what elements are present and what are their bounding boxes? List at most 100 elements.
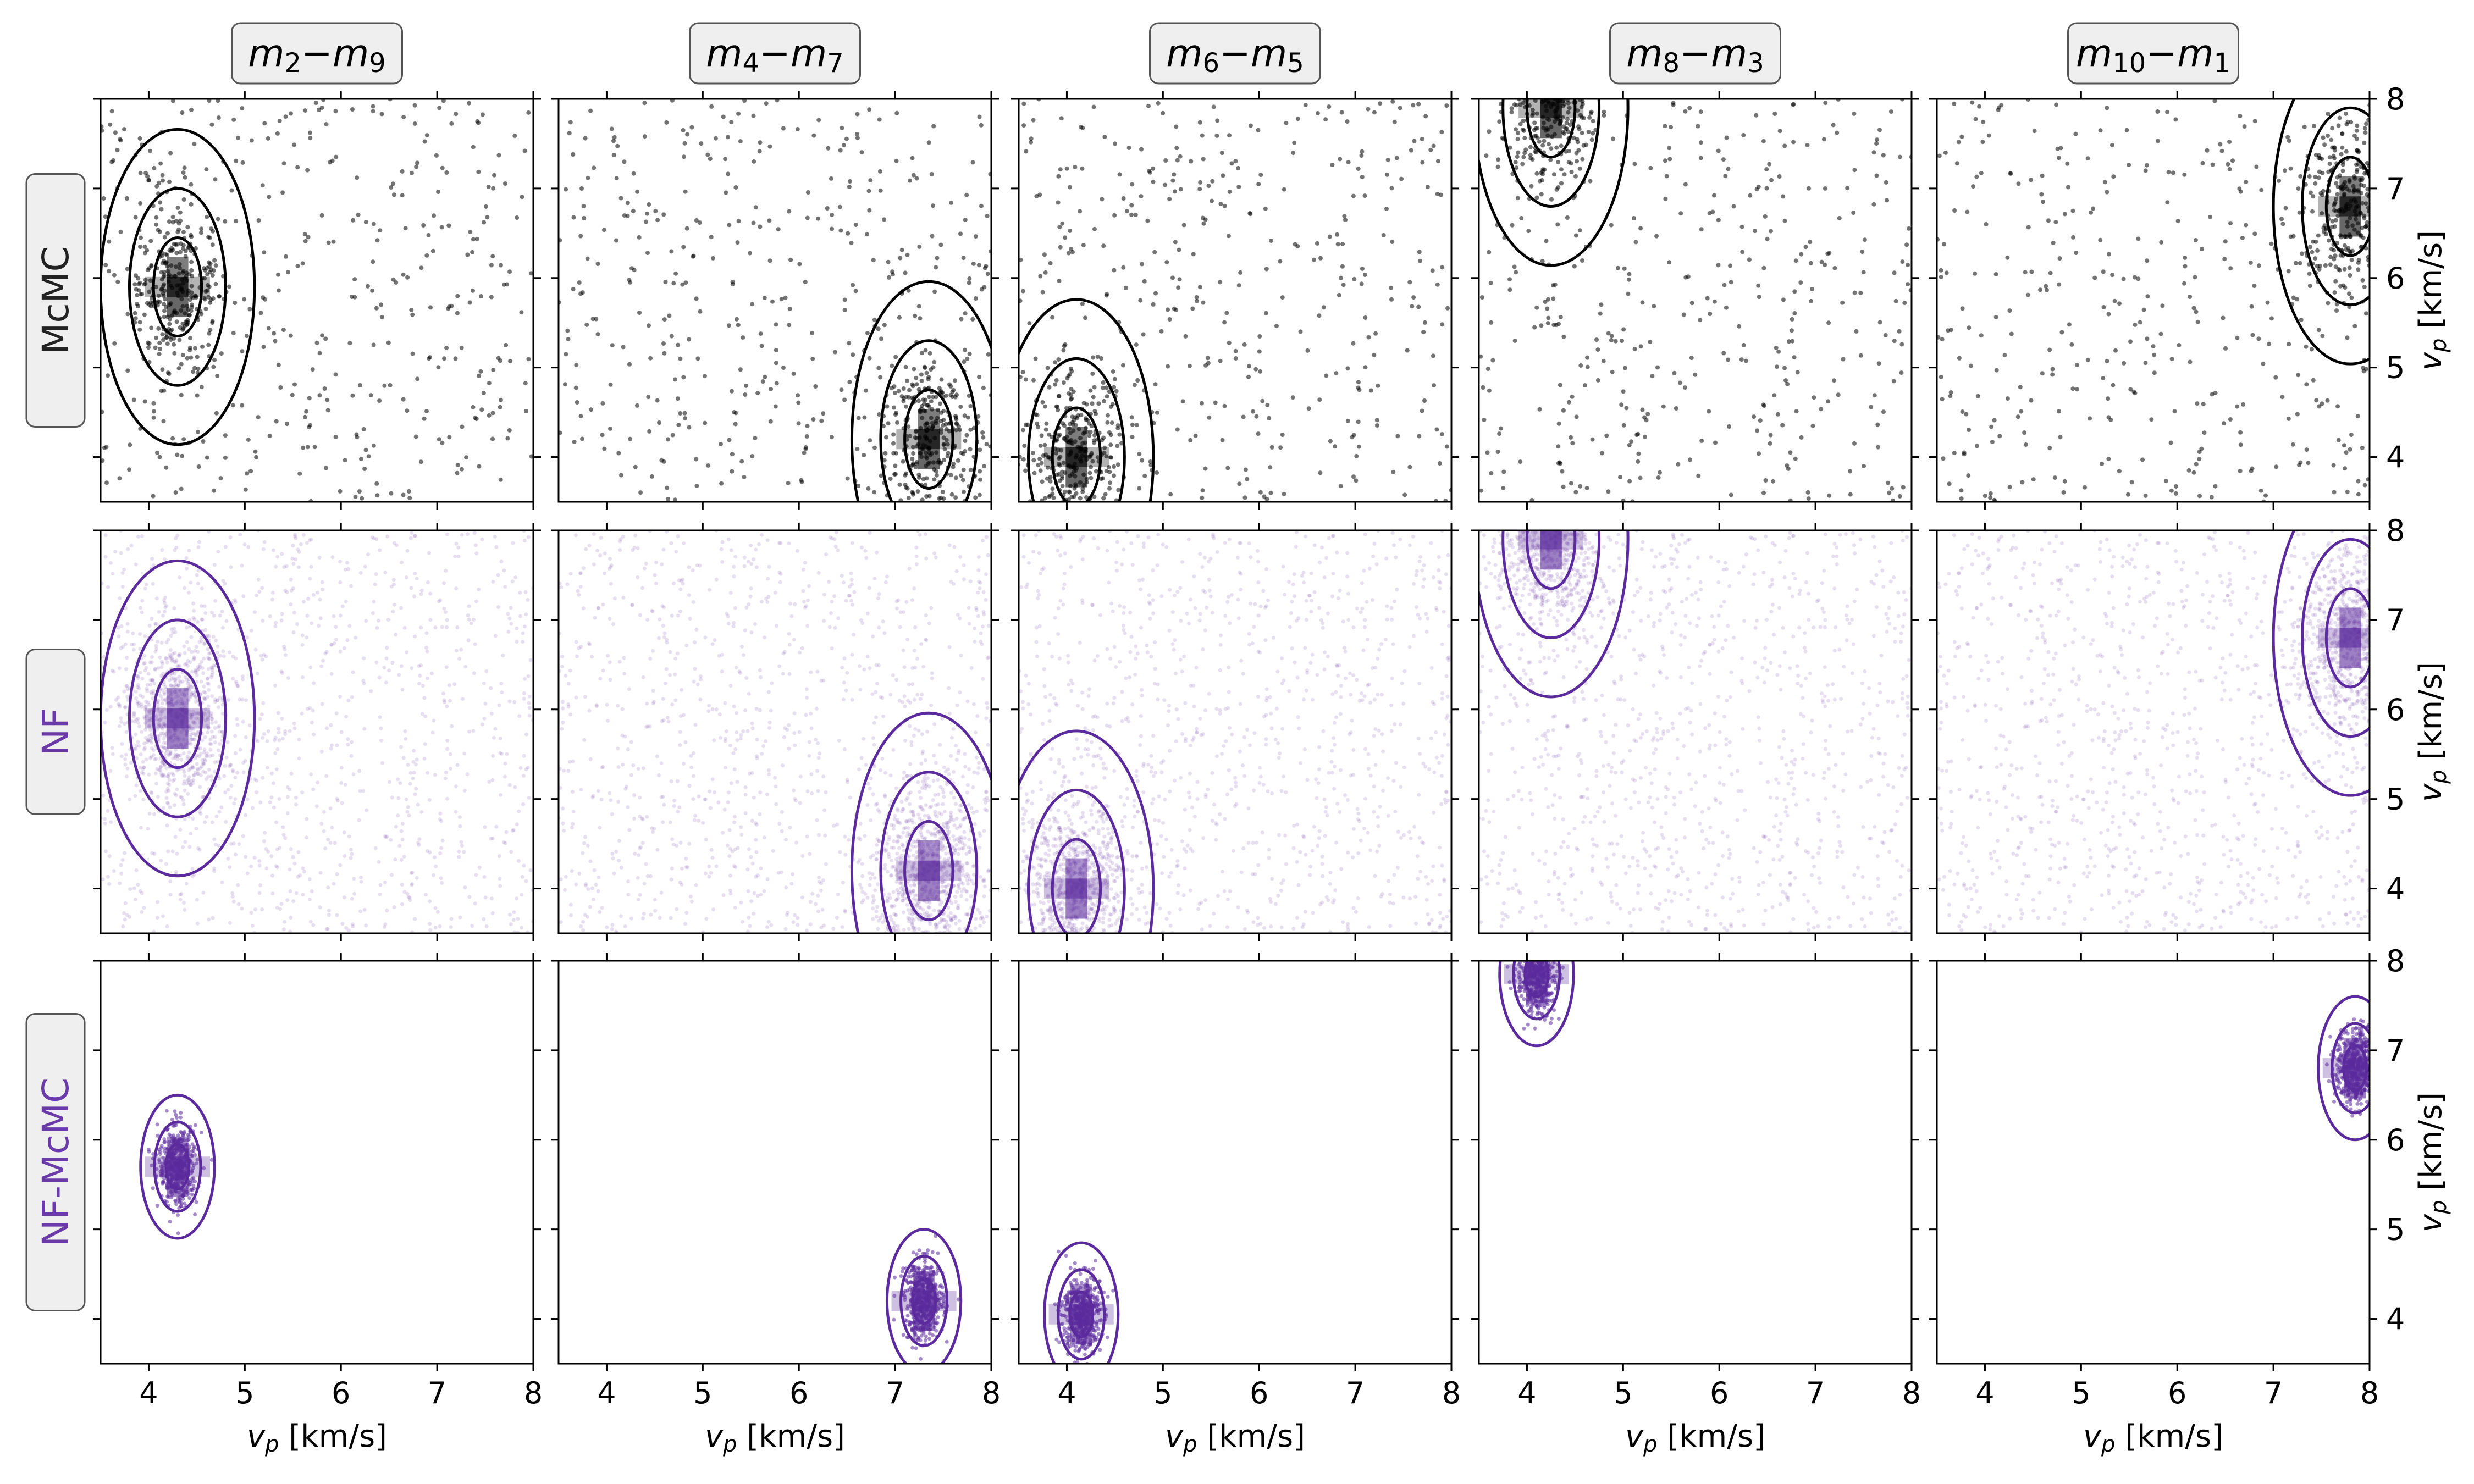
scatter-point <box>134 747 138 751</box>
scatter-point <box>1523 147 1528 152</box>
scatter-point <box>2359 165 2363 170</box>
scatter-point <box>1043 404 1047 409</box>
scatter-point <box>467 729 472 734</box>
scatter-point <box>151 582 155 586</box>
scatter-point <box>141 695 145 699</box>
scatter-point <box>124 730 129 734</box>
scatter-point <box>173 791 177 796</box>
scatter-point <box>2032 129 2037 134</box>
scatter-point <box>173 490 178 495</box>
scatter-point <box>119 871 124 876</box>
scatter-point <box>1634 433 1639 437</box>
scatter-point <box>268 614 272 618</box>
scatter-point <box>297 738 301 741</box>
scatter-point <box>2111 383 2116 387</box>
scatter-point <box>1768 441 1772 446</box>
scatter-point <box>1121 265 1126 270</box>
scatter-point <box>140 677 145 681</box>
scatter-point <box>191 727 196 731</box>
scatter-point <box>198 665 202 669</box>
scatter-point <box>2044 284 2048 289</box>
scatter-point <box>1832 266 1837 270</box>
scatter-point <box>1598 311 1603 316</box>
scatter-point <box>586 175 590 180</box>
scatter-point <box>1356 380 1361 385</box>
scatter-point <box>522 148 527 153</box>
scatter-point <box>512 700 517 704</box>
scatter-point <box>1021 457 1026 462</box>
scatter-point <box>1782 218 1787 223</box>
scatter-point <box>349 584 353 588</box>
scatter-point <box>1345 119 1350 124</box>
scatter-point <box>201 761 206 766</box>
scatter-point <box>164 465 169 470</box>
scatter-point <box>466 638 471 643</box>
scatter-point <box>196 768 200 772</box>
scatter-point <box>1520 61 1524 65</box>
scatter-point <box>1538 179 1542 184</box>
scatter-point <box>216 650 220 655</box>
scatter-point <box>2223 346 2228 351</box>
scatter-point <box>2199 247 2204 251</box>
scatter-point <box>150 660 154 665</box>
scatter-point <box>206 667 211 671</box>
scatter-point <box>191 657 196 662</box>
scatter-point <box>1627 479 1632 484</box>
scatter-point <box>1543 87 1547 92</box>
scatter-point <box>2370 149 2374 153</box>
scatter-point <box>150 557 154 561</box>
scatter-point <box>190 302 195 307</box>
scatter-point <box>919 379 924 383</box>
scatter-point <box>297 550 301 554</box>
scatter-point <box>602 446 607 451</box>
scatter-point <box>515 822 519 827</box>
scatter-point <box>1785 381 1790 386</box>
scatter-point <box>1052 510 1057 514</box>
scatter-point <box>2349 257 2354 262</box>
scatter-point <box>1643 434 1647 439</box>
scatter-point <box>2354 136 2359 141</box>
scatter-point <box>196 464 201 469</box>
scatter-point <box>1887 490 1892 495</box>
scatter-point <box>2173 117 2178 122</box>
scatter-point <box>2338 253 2343 258</box>
scatter-point <box>162 308 167 313</box>
scatter-point <box>1521 118 1526 123</box>
scatter-point <box>1432 383 1437 388</box>
scatter-point <box>899 514 904 518</box>
scatter-point <box>185 757 190 761</box>
scatter-point <box>419 810 424 814</box>
scatter-point <box>490 254 495 259</box>
scatter-point <box>1324 373 1329 378</box>
scatter-point <box>2140 457 2145 462</box>
scatter-point <box>678 356 683 361</box>
scatter-point <box>296 850 301 854</box>
scatter-point <box>1558 383 1562 387</box>
scatter-point <box>2316 328 2321 333</box>
scatter-point <box>182 165 187 170</box>
scatter-point <box>187 780 191 785</box>
scatter-point <box>1167 197 1172 202</box>
scatter-point <box>123 851 127 855</box>
scatter-point <box>2288 234 2293 239</box>
scatter-point <box>164 862 168 866</box>
scatter-point <box>187 313 192 318</box>
scatter-point <box>269 854 274 859</box>
scatter-point <box>1129 212 1134 217</box>
scatter-point <box>962 413 967 418</box>
scatter-point <box>467 300 472 305</box>
scatter-point <box>195 680 199 684</box>
scatter-point <box>1632 162 1637 167</box>
scatter-point <box>224 619 229 623</box>
scatter-point <box>136 740 140 744</box>
scatter-point <box>1050 486 1055 491</box>
scatter-point <box>1579 104 1584 109</box>
scatter-point <box>2052 475 2057 480</box>
scatter-point <box>1312 257 1316 262</box>
scatter-point <box>2117 301 2122 306</box>
scatter-point <box>433 926 438 930</box>
scatter-point <box>472 671 476 675</box>
scatter-point <box>259 712 264 717</box>
scatter-point <box>190 650 194 654</box>
scatter-point <box>139 235 143 240</box>
